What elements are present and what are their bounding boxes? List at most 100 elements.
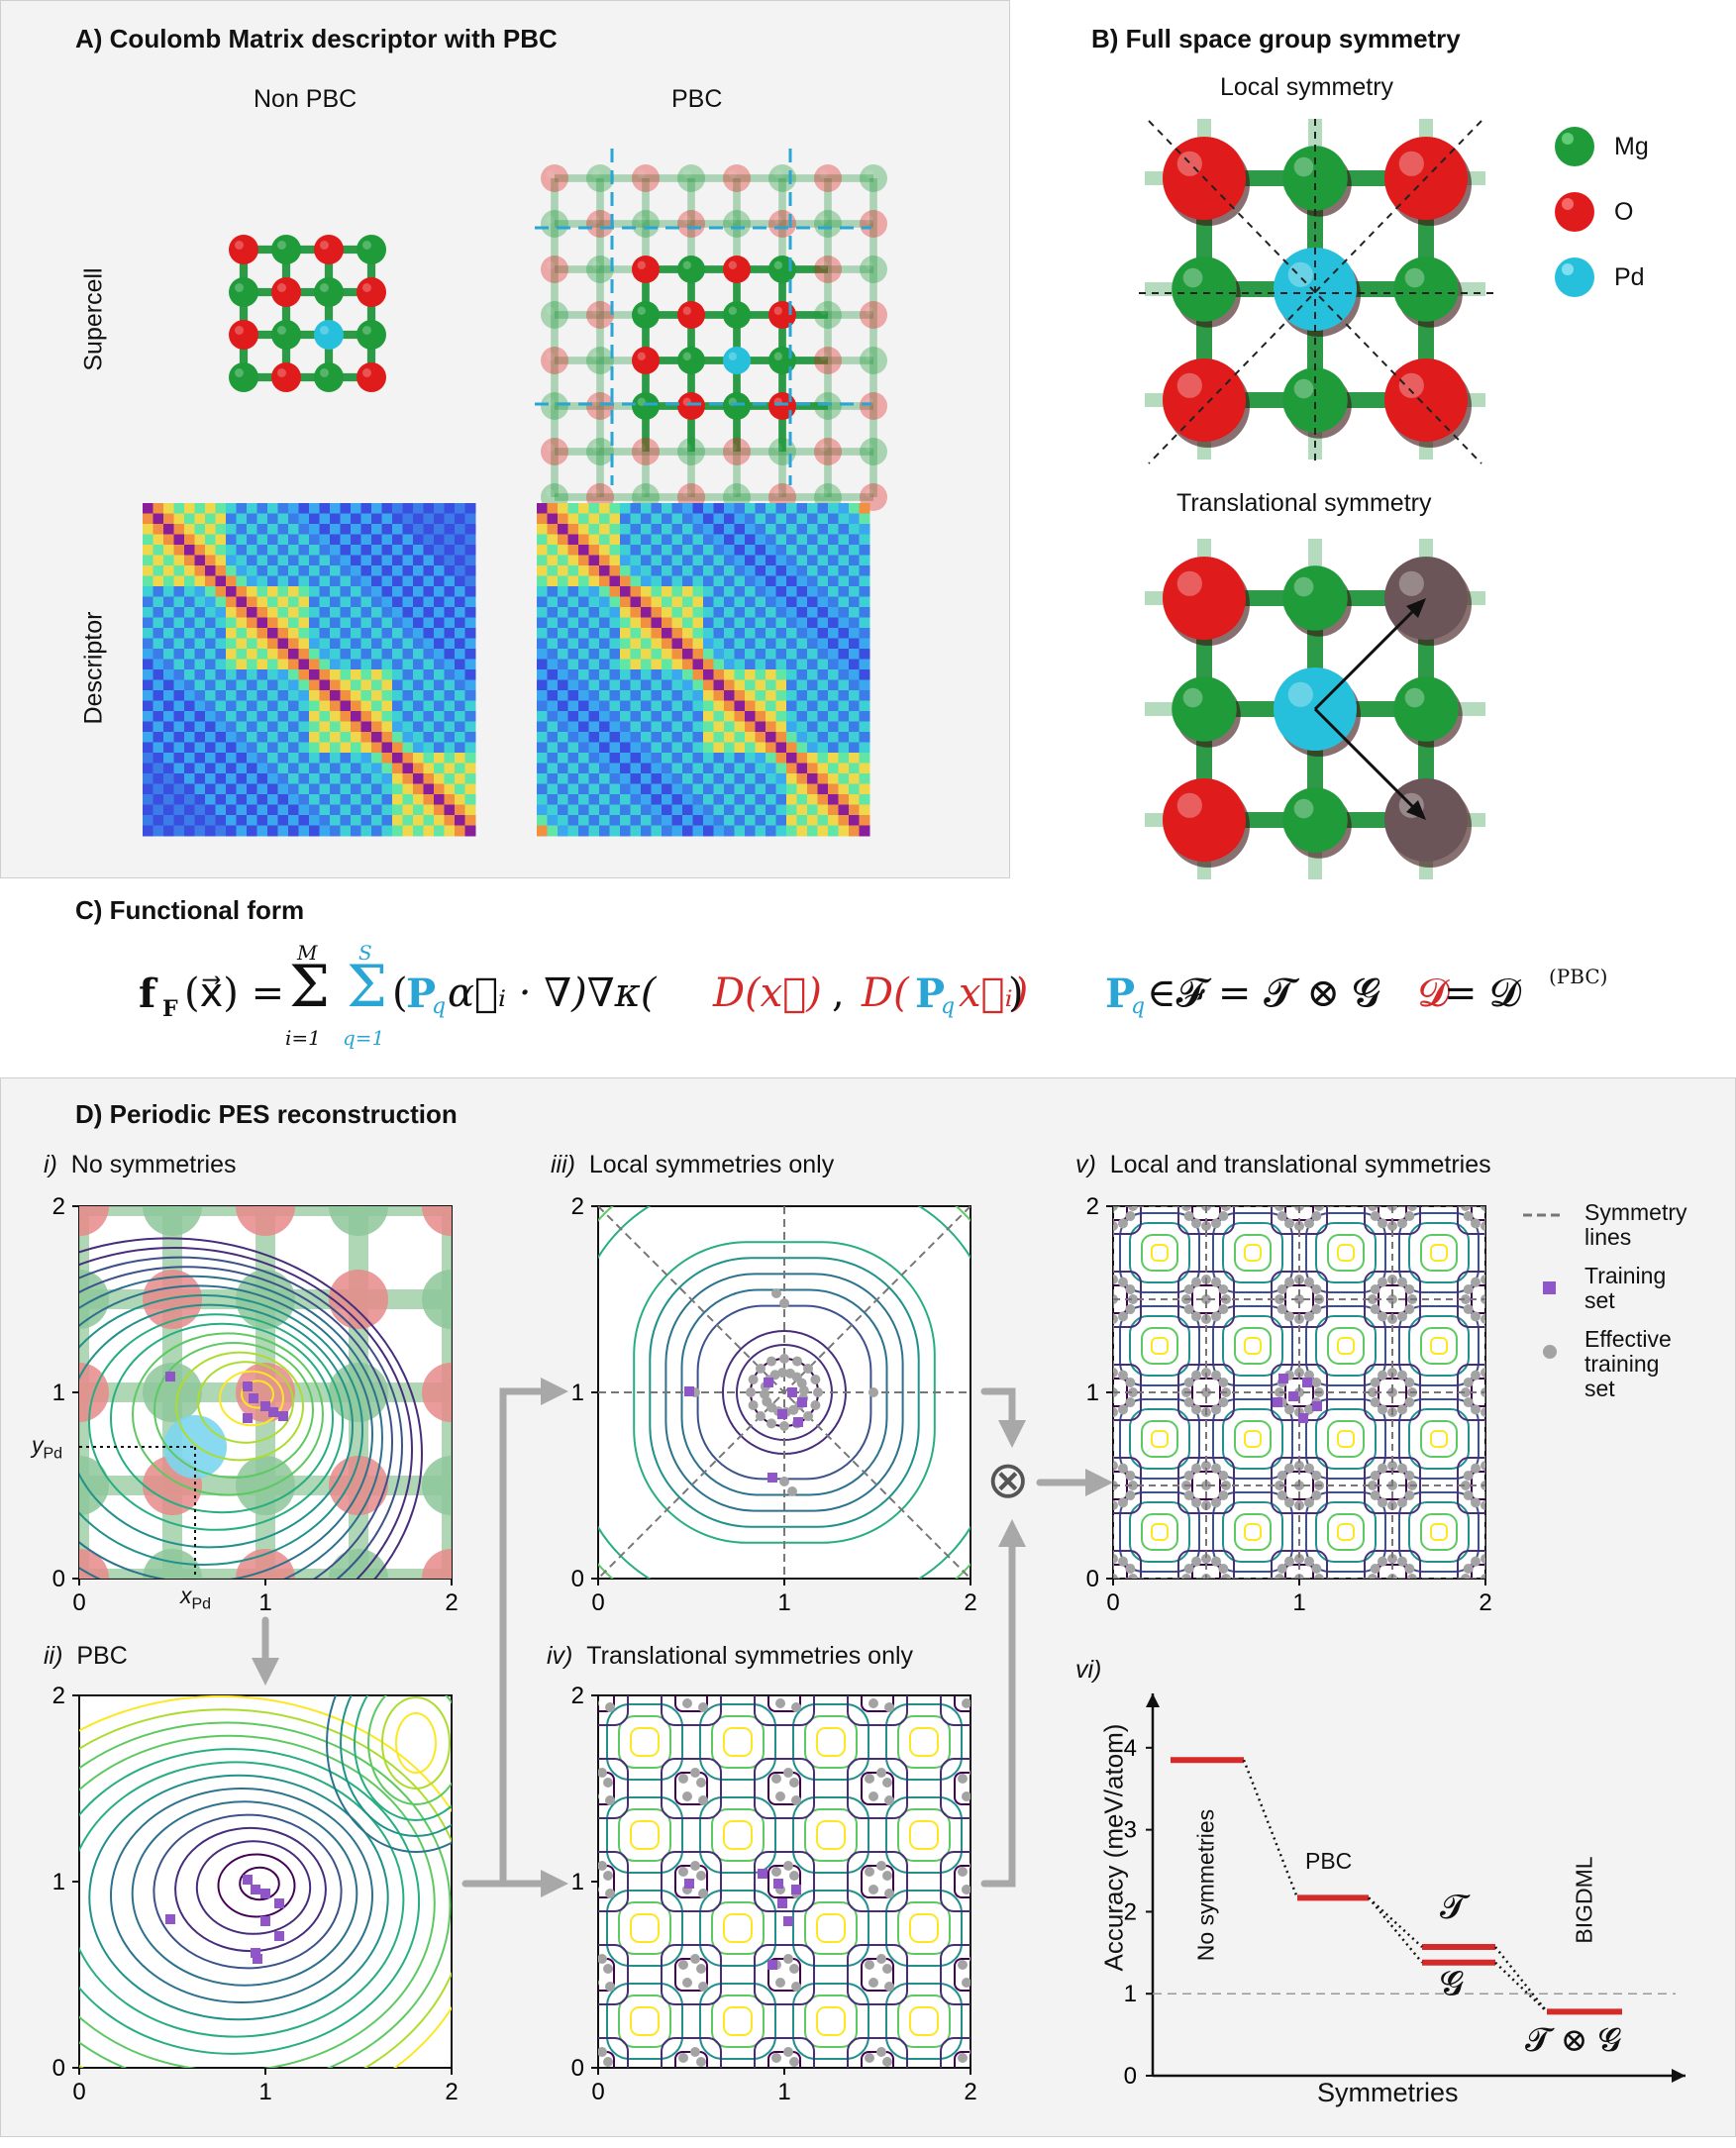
matrix-cell <box>413 783 424 795</box>
matrix-cell <box>143 825 153 837</box>
matrix-cell <box>671 773 683 784</box>
matrix-cell <box>630 753 642 764</box>
matrix-cell <box>340 565 352 576</box>
matrix-cell <box>766 586 776 597</box>
matrix-cell <box>247 575 257 587</box>
matrix-cell <box>464 555 476 566</box>
matrix-cell <box>786 732 797 743</box>
matrix-cell <box>330 575 341 587</box>
arrow-iv-to-otimes <box>980 1519 1026 1888</box>
matrix-cell <box>651 638 663 650</box>
matrix-cell <box>796 804 808 816</box>
matrix-cell <box>849 825 860 837</box>
matrix-cell <box>184 815 195 826</box>
effective-training-point <box>1471 1556 1481 1567</box>
matrix-cell <box>796 721 808 733</box>
matrix-cell <box>682 742 693 754</box>
matrix-cell <box>567 679 579 691</box>
atom <box>1163 557 1246 640</box>
matrix-cell <box>381 711 393 722</box>
matrix-cell <box>703 815 714 826</box>
matrix-cell <box>547 773 559 784</box>
matrix-cell <box>692 804 704 816</box>
contour-line <box>885 1890 963 1967</box>
matrix-cell <box>651 753 663 764</box>
matrix-cell <box>567 711 579 722</box>
matrix-cell <box>849 659 860 670</box>
matrix-cell <box>247 711 257 722</box>
matrix-cell <box>703 575 714 587</box>
effective-training-point <box>1311 1564 1322 1574</box>
effective-training-point <box>598 1980 599 1986</box>
effective-training-point <box>1378 1556 1387 1567</box>
training-point <box>777 1898 787 1908</box>
contour-line <box>897 1715 951 1769</box>
matrix-cell <box>215 649 227 660</box>
matrix-cell <box>143 534 153 546</box>
atom <box>314 235 344 264</box>
matrix-cell <box>620 815 631 826</box>
contour-line <box>79 1761 405 2038</box>
matrix-cell <box>309 742 320 754</box>
pbc-descriptor-matrix <box>537 503 870 837</box>
matrix-cell <box>309 503 320 514</box>
matrix-cell <box>247 804 257 816</box>
matrix-cell <box>194 659 206 670</box>
eq-lhs-sub: F <box>162 996 178 1022</box>
matrix-cell <box>247 753 257 764</box>
matrix-cell <box>444 815 456 826</box>
legend-mg: Mg <box>1614 133 1649 160</box>
matrix-cell <box>298 700 310 712</box>
matrix-cell <box>786 825 797 837</box>
contour-line <box>1222 1315 1283 1377</box>
matrix-cell <box>537 534 548 546</box>
contour-line <box>711 1995 765 2048</box>
matrix-cell <box>173 700 185 712</box>
atom <box>236 1456 295 1515</box>
effective-training-point <box>1183 1211 1194 1221</box>
matrix-cell <box>194 711 206 722</box>
atom-highlight <box>682 260 691 269</box>
matrix-cell <box>267 649 278 660</box>
matrix-cell <box>143 649 153 660</box>
matrix-cell <box>247 763 257 774</box>
atom <box>357 320 386 350</box>
matrix-cell <box>381 575 393 587</box>
matrix-cell <box>537 732 548 743</box>
matrix-cell <box>392 742 403 754</box>
matrix-cell <box>578 545 589 556</box>
effective-training-point <box>1113 1574 1118 1579</box>
matrix-cell <box>184 679 195 691</box>
matrix-cell <box>444 825 456 837</box>
eq-arg: (x⃗) = <box>184 971 285 1016</box>
matrix-cell <box>277 596 289 608</box>
atom-highlight <box>1293 576 1314 597</box>
contour-line <box>132 1332 324 1496</box>
matrix-cell <box>807 804 818 816</box>
effective-training-point <box>1113 1554 1118 1564</box>
matrix-cell <box>724 607 735 618</box>
effective-training-point <box>1221 1206 1231 1211</box>
contour-line <box>792 1796 869 1874</box>
matrix-cell <box>641 721 652 733</box>
matrix-cell <box>537 753 548 764</box>
matrix-cell <box>662 669 672 680</box>
matrix-cell <box>859 700 870 712</box>
sum2-bottom: q=1 <box>343 1026 385 1050</box>
subplot-vi-title: vi) <box>1075 1656 1101 1685</box>
sum1-symbol: Σ <box>289 953 331 1020</box>
matrix-cell <box>194 586 206 597</box>
symmetry-line <box>1148 120 1482 464</box>
effective-training-point <box>783 1954 793 1964</box>
matrix-cell <box>256 783 268 795</box>
effective-training-point <box>1368 1206 1378 1211</box>
effective-training-point <box>1211 1277 1221 1287</box>
subplot-i-index: i) <box>44 1151 57 1178</box>
effective-training-point <box>1471 1311 1481 1322</box>
matrix-cell <box>184 753 195 764</box>
matrix-cell <box>288 732 299 743</box>
matrix-cell <box>381 617 393 629</box>
matrix-cell <box>319 721 331 733</box>
matrix-cell <box>330 732 341 743</box>
contour-line <box>606 1890 683 1967</box>
